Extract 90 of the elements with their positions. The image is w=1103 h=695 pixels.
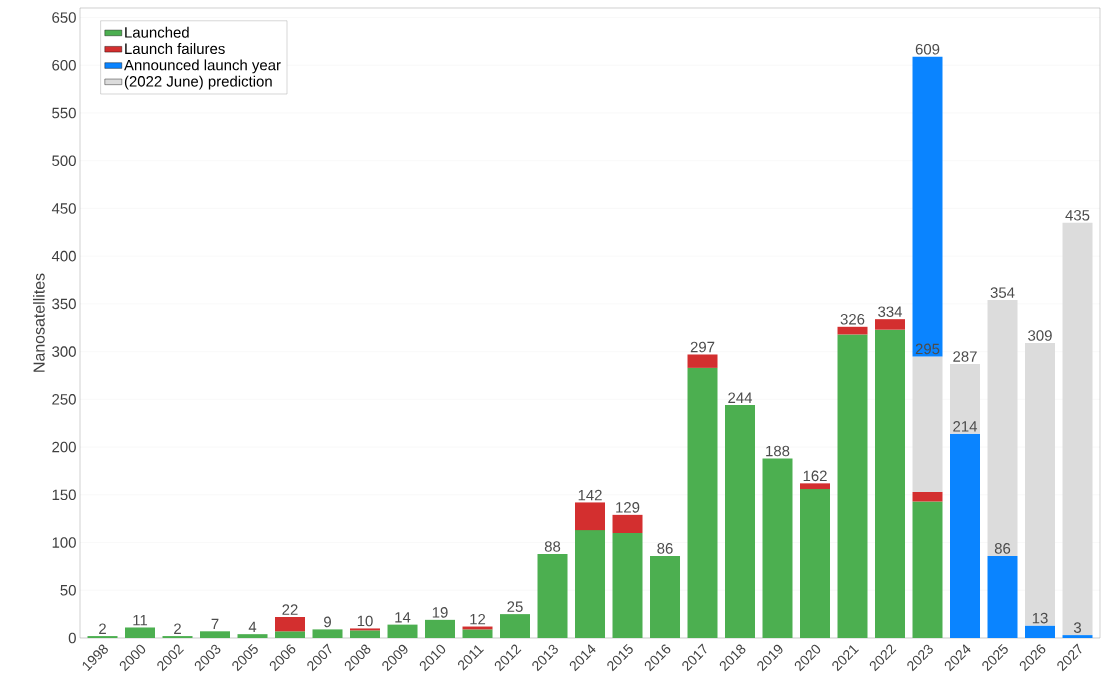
y-tick-label: 500 bbox=[52, 155, 76, 166]
bar bbox=[875, 329, 906, 638]
bar bbox=[912, 56, 943, 357]
bar bbox=[800, 483, 831, 490]
total-label: 88 bbox=[544, 541, 561, 552]
bar bbox=[1025, 625, 1056, 638]
total-label: 435 bbox=[1065, 209, 1090, 221]
total-label: 12 bbox=[470, 613, 486, 625]
bar bbox=[612, 532, 643, 638]
total-label: 22 bbox=[282, 604, 298, 615]
total-label: 19 bbox=[432, 607, 448, 618]
y-tick-label: 250 bbox=[52, 394, 76, 405]
total-label: 326 bbox=[840, 314, 865, 325]
total-label: 162 bbox=[803, 470, 827, 482]
total-label: 309 bbox=[1028, 330, 1052, 341]
bar bbox=[387, 624, 418, 638]
bar bbox=[237, 634, 268, 638]
bar bbox=[687, 367, 718, 638]
total-label: 2 bbox=[174, 623, 181, 634]
bar bbox=[312, 629, 343, 638]
y-tick-label: 300 bbox=[52, 346, 76, 357]
bar bbox=[350, 630, 381, 638]
total-label: 334 bbox=[878, 306, 903, 317]
annotation: 3 bbox=[1073, 622, 1082, 633]
bar bbox=[1062, 222, 1093, 636]
bar bbox=[537, 553, 568, 638]
bar bbox=[612, 514, 643, 533]
total-label: 25 bbox=[507, 601, 523, 612]
bar bbox=[687, 354, 718, 368]
bar bbox=[462, 629, 493, 638]
bar bbox=[125, 627, 156, 638]
total-label: 11 bbox=[133, 615, 148, 626]
bar bbox=[950, 433, 981, 638]
total-label: 86 bbox=[657, 543, 673, 554]
bar bbox=[1062, 635, 1093, 638]
bar bbox=[762, 458, 793, 638]
total-label: 287 bbox=[953, 351, 977, 362]
y-tick-label: 50 bbox=[60, 584, 76, 596]
y-tick-label: 200 bbox=[52, 441, 76, 453]
total-label: 244 bbox=[728, 392, 753, 403]
y-tick-label: 600 bbox=[52, 59, 76, 71]
total-label: 9 bbox=[324, 616, 331, 628]
total-label: 14 bbox=[395, 612, 411, 623]
bar bbox=[800, 489, 831, 638]
y-tick-label: 400 bbox=[51, 250, 76, 262]
total-label: 142 bbox=[578, 489, 602, 501]
y-tick-label: 350 bbox=[52, 298, 76, 310]
legend-label: Launch failures bbox=[125, 43, 225, 55]
bar bbox=[987, 300, 1018, 556]
bar bbox=[725, 405, 756, 638]
legend-label: Launched bbox=[125, 26, 189, 38]
annotation: 214 bbox=[953, 421, 978, 432]
annotation: 295 bbox=[915, 343, 940, 355]
annotation: 13 bbox=[1032, 612, 1048, 624]
bar bbox=[912, 356, 943, 492]
bar bbox=[912, 491, 943, 502]
legend-label: (2022 June) prediction bbox=[124, 75, 272, 90]
y-axis-title: Nanosatellites bbox=[33, 273, 45, 372]
total-label: 7 bbox=[211, 618, 219, 630]
total-label: 297 bbox=[690, 341, 715, 353]
y-tick-label: 100 bbox=[52, 537, 76, 548]
bar bbox=[837, 326, 868, 335]
total-label: 188 bbox=[766, 445, 790, 457]
bar bbox=[275, 616, 306, 632]
total-label: 2 bbox=[99, 623, 106, 634]
total-label: 354 bbox=[990, 287, 1015, 298]
bar bbox=[987, 555, 1018, 638]
bar bbox=[575, 502, 606, 531]
total-label: 129 bbox=[616, 502, 640, 513]
bar bbox=[912, 501, 943, 638]
bar bbox=[650, 555, 681, 638]
annotation: 86 bbox=[994, 543, 1011, 554]
y-tick-label: 450 bbox=[51, 203, 76, 214]
bar bbox=[500, 614, 531, 638]
legend-label: Announced launch year bbox=[124, 59, 281, 74]
y-tick-label: 650 bbox=[52, 12, 76, 23]
bar bbox=[275, 631, 306, 638]
bar bbox=[837, 334, 868, 638]
y-tick-label: 150 bbox=[52, 489, 76, 501]
total-label: 609 bbox=[915, 43, 940, 55]
total-label: 10 bbox=[357, 615, 373, 627]
bar bbox=[1025, 343, 1056, 626]
bar bbox=[200, 631, 231, 638]
y-tick-label: 550 bbox=[52, 107, 76, 119]
bar bbox=[425, 619, 456, 638]
total-label: 4 bbox=[248, 621, 257, 632]
bar bbox=[875, 319, 906, 330]
y-tick-label: 0 bbox=[68, 632, 76, 644]
bar bbox=[575, 530, 606, 638]
bar bbox=[950, 364, 981, 434]
